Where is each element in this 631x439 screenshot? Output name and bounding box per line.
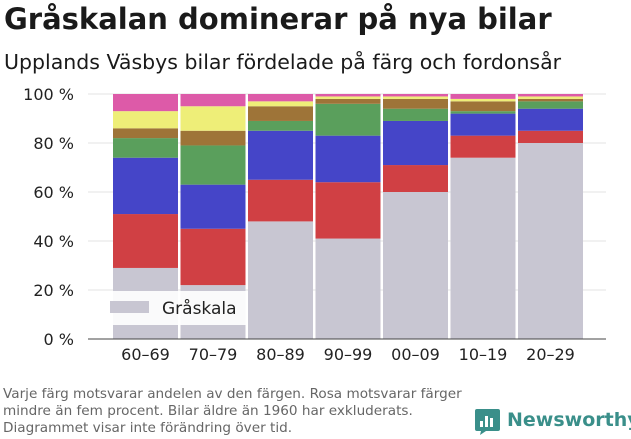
bar-segment-10–19-s1	[450, 135, 516, 158]
bar-segment-20–29-s3	[518, 101, 583, 109]
x-tick-label: 20–29	[526, 345, 575, 364]
bar-segment-10–19-s0	[450, 157, 516, 339]
bar-segment-80–89-s6	[248, 94, 313, 102]
bar-segment-80–89-s1	[248, 179, 313, 222]
bar-segment-60–69-s5	[113, 111, 178, 129]
legend-label: Gråskala	[162, 298, 237, 319]
bar-segment-80–89-s2	[248, 130, 313, 180]
bar-segment-90–99-s4	[315, 98, 381, 104]
bar-segment-90–99-s5	[315, 96, 381, 99]
bar-segment-20–29-s6	[518, 94, 583, 97]
bar-segment-70–79-s3	[180, 145, 246, 185]
bar-segment-70–79-s2	[180, 184, 246, 229]
bar-segment-10–19-s6	[450, 94, 516, 99]
bar-segment-00–09-s5	[383, 96, 448, 99]
y-tick-label: 60 %	[33, 183, 74, 202]
bar-segment-90–99-s1	[315, 182, 381, 239]
bar-segment-60–69-s3	[113, 138, 178, 158]
y-tick-label: 80 %	[33, 134, 74, 153]
bar-segment-90–99-s2	[315, 135, 381, 183]
bar-segment-60–69-s6	[113, 94, 178, 112]
logo-text: Newsworthy	[507, 409, 631, 431]
bar-segment-90–99-s0	[315, 238, 381, 339]
bar-segment-70–79-s4	[180, 130, 246, 146]
bar-segment-70–79-s6	[180, 94, 246, 107]
bar-segment-00–09-s2	[383, 120, 448, 166]
x-tick-label: 10–19	[459, 345, 508, 364]
bar-segment-00–09-s0	[383, 192, 448, 339]
bar-segment-00–09-s1	[383, 165, 448, 192]
bar-segment-10–19-s3	[450, 111, 516, 114]
bar-segment-60–69-s4	[113, 128, 178, 139]
bar-segment-20–29-s5	[518, 96, 583, 99]
bar-segment-90–99-s3	[315, 103, 381, 136]
bar-segment-80–89-s5	[248, 101, 313, 107]
x-tick-label: 70–79	[189, 345, 238, 364]
bar-segment-00–09-s3	[383, 108, 448, 121]
x-tick-label: 00–09	[391, 345, 440, 364]
bar-segment-80–89-s0	[248, 221, 313, 339]
bar-segment-20–29-s2	[518, 108, 583, 131]
bar-segment-00–09-s6	[383, 94, 448, 97]
chart-subtitle: Upplands Väsbys bilar fördelade på färg …	[4, 50, 562, 74]
x-tick-label: 80–89	[256, 345, 305, 364]
bar-segment-70–79-s1	[180, 228, 246, 286]
bar-segment-20–29-s4	[518, 98, 583, 102]
bar-segment-10–19-s2	[450, 113, 516, 136]
bar-segment-00–09-s4	[383, 98, 448, 109]
bar-segment-70–79-s5	[180, 106, 246, 131]
chart-title: Gråskalan dominerar på nya bilar	[4, 2, 552, 36]
bar-segment-90–99-s6	[315, 94, 381, 97]
bar-segment-20–29-s0	[518, 143, 583, 339]
y-tick-label: 0 %	[44, 330, 74, 349]
bar-segment-80–89-s4	[248, 106, 313, 121]
y-tick-label: 20 %	[33, 281, 74, 300]
bar-segment-10–19-s4	[450, 101, 516, 112]
x-tick-label: 90–99	[324, 345, 373, 364]
bar-segment-60–69-s1	[113, 214, 178, 268]
x-tick-label: 60–69	[121, 345, 170, 364]
newsworthy-logo: Newsworthy	[474, 405, 631, 439]
stacked-bar-chart: 0 % 20 % 40 % 60 % 80 % 100 % 60–69 70–79 80–89 9…	[23, 85, 606, 364]
bar-segment-80–89-s3	[248, 120, 313, 131]
bar-segment-20–29-s1	[518, 130, 583, 143]
bar-segment-10–19-s5	[450, 98, 516, 102]
y-tick-label: 100 %	[23, 85, 74, 104]
legend-swatch	[110, 301, 149, 313]
y-tick-label: 40 %	[33, 232, 74, 251]
chart-footnote: Varje färg motsvarar andelen av den färg…	[3, 386, 462, 436]
bar-segment-60–69-s2	[113, 157, 178, 215]
bar-chart-icon	[475, 409, 500, 435]
